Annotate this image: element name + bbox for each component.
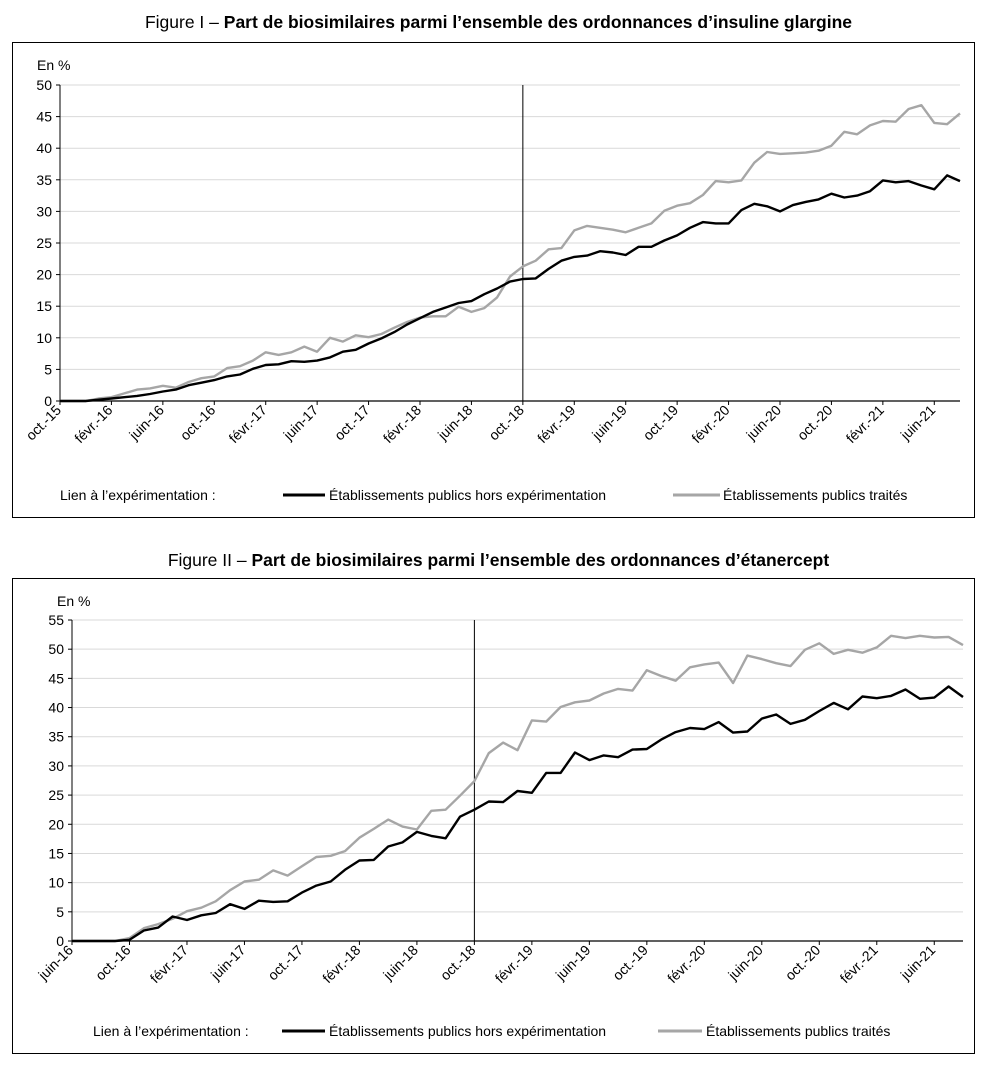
- figure-2-title-prefix: Figure II –: [167, 550, 252, 570]
- figure-1-title-main: Part de biosimilaires parmi l’ensemble d…: [223, 12, 853, 32]
- y-tick-label: 40: [48, 700, 64, 716]
- y-tick-label: 50: [48, 641, 64, 657]
- y-tick-label: 30: [36, 203, 52, 219]
- y-tick-label: 10: [48, 875, 64, 891]
- y-tick-label: 45: [36, 109, 52, 125]
- y-tick-label: 5: [56, 904, 64, 920]
- legend-title: Lien à l’expérimentation :: [93, 1023, 249, 1039]
- y-tick-label: 25: [36, 235, 52, 251]
- y-axis-label: En %: [37, 57, 70, 73]
- figure-2-title-main: Part de biosimilaires parmi l’ensemble d…: [251, 550, 830, 570]
- legend-label-traites: Établissements publics traités: [723, 487, 907, 503]
- y-tick-label: 25: [48, 787, 64, 803]
- y-axis-label: En %: [57, 593, 90, 609]
- x-tick-label: juin-21: [897, 942, 939, 984]
- figure-2-frame: [12, 578, 975, 1054]
- figure-1-title: Figure I – Part de biosimilaires parmi l…: [0, 11, 997, 33]
- x-tick-label: juin-20: [724, 942, 766, 984]
- x-tick-label: juin-17: [207, 942, 249, 984]
- x-tick-label: févr.-18: [319, 942, 363, 986]
- y-tick-label: 15: [36, 298, 52, 314]
- x-tick-label: juin-18: [379, 942, 421, 984]
- legend-label-traites: Établissements publics traités: [706, 1023, 890, 1039]
- y-tick-label: 50: [36, 77, 52, 93]
- figure-1-title-prefix: Figure I –: [144, 12, 224, 32]
- y-tick-label: 55: [48, 612, 64, 628]
- x-tick-label: juin-19: [552, 942, 594, 984]
- x-tick-label: févr.-21: [837, 942, 881, 986]
- y-tick-label: 45: [48, 670, 64, 686]
- legend-title: Lien à l’expérimentation :: [60, 487, 216, 503]
- y-tick-label: 20: [36, 267, 52, 283]
- y-tick-label: 0: [56, 933, 64, 949]
- y-tick-label: 15: [48, 845, 64, 861]
- x-tick-label: oct.-17: [264, 942, 306, 984]
- legend-label-hors-experimentation: Établissements publics hors expérimentat…: [329, 487, 606, 503]
- legend-label-hors-experimentation: Établissements publics hors expérimentat…: [329, 1023, 606, 1039]
- series-line-hors-experimentation: [60, 174, 961, 403]
- x-tick-label: févr.-19: [492, 942, 536, 986]
- series-line-hors-experimentation: [72, 685, 964, 943]
- y-tick-label: 30: [48, 758, 64, 774]
- x-tick-label: oct.-19: [609, 942, 651, 984]
- figure-2-title: Figure II – Part de biosimilaires parmi …: [0, 549, 997, 571]
- y-tick-label: 35: [36, 172, 52, 188]
- y-tick-label: 35: [48, 729, 64, 745]
- series-line-traites: [60, 103, 961, 403]
- figure-1-frame: [12, 42, 975, 518]
- y-tick-label: 5: [44, 361, 52, 377]
- y-tick-label: 10: [36, 330, 52, 346]
- series-line-traites: [72, 634, 964, 943]
- y-tick-label: 0: [44, 393, 52, 409]
- x-tick-label: oct.-16: [92, 942, 134, 984]
- x-tick-label: févr.-17: [147, 942, 191, 986]
- x-tick-label: févr.-20: [664, 942, 708, 986]
- y-tick-label: 40: [36, 140, 52, 156]
- x-tick-label: oct.-20: [782, 942, 824, 984]
- y-tick-label: 20: [48, 816, 64, 832]
- x-tick-label: oct.-18: [437, 942, 479, 984]
